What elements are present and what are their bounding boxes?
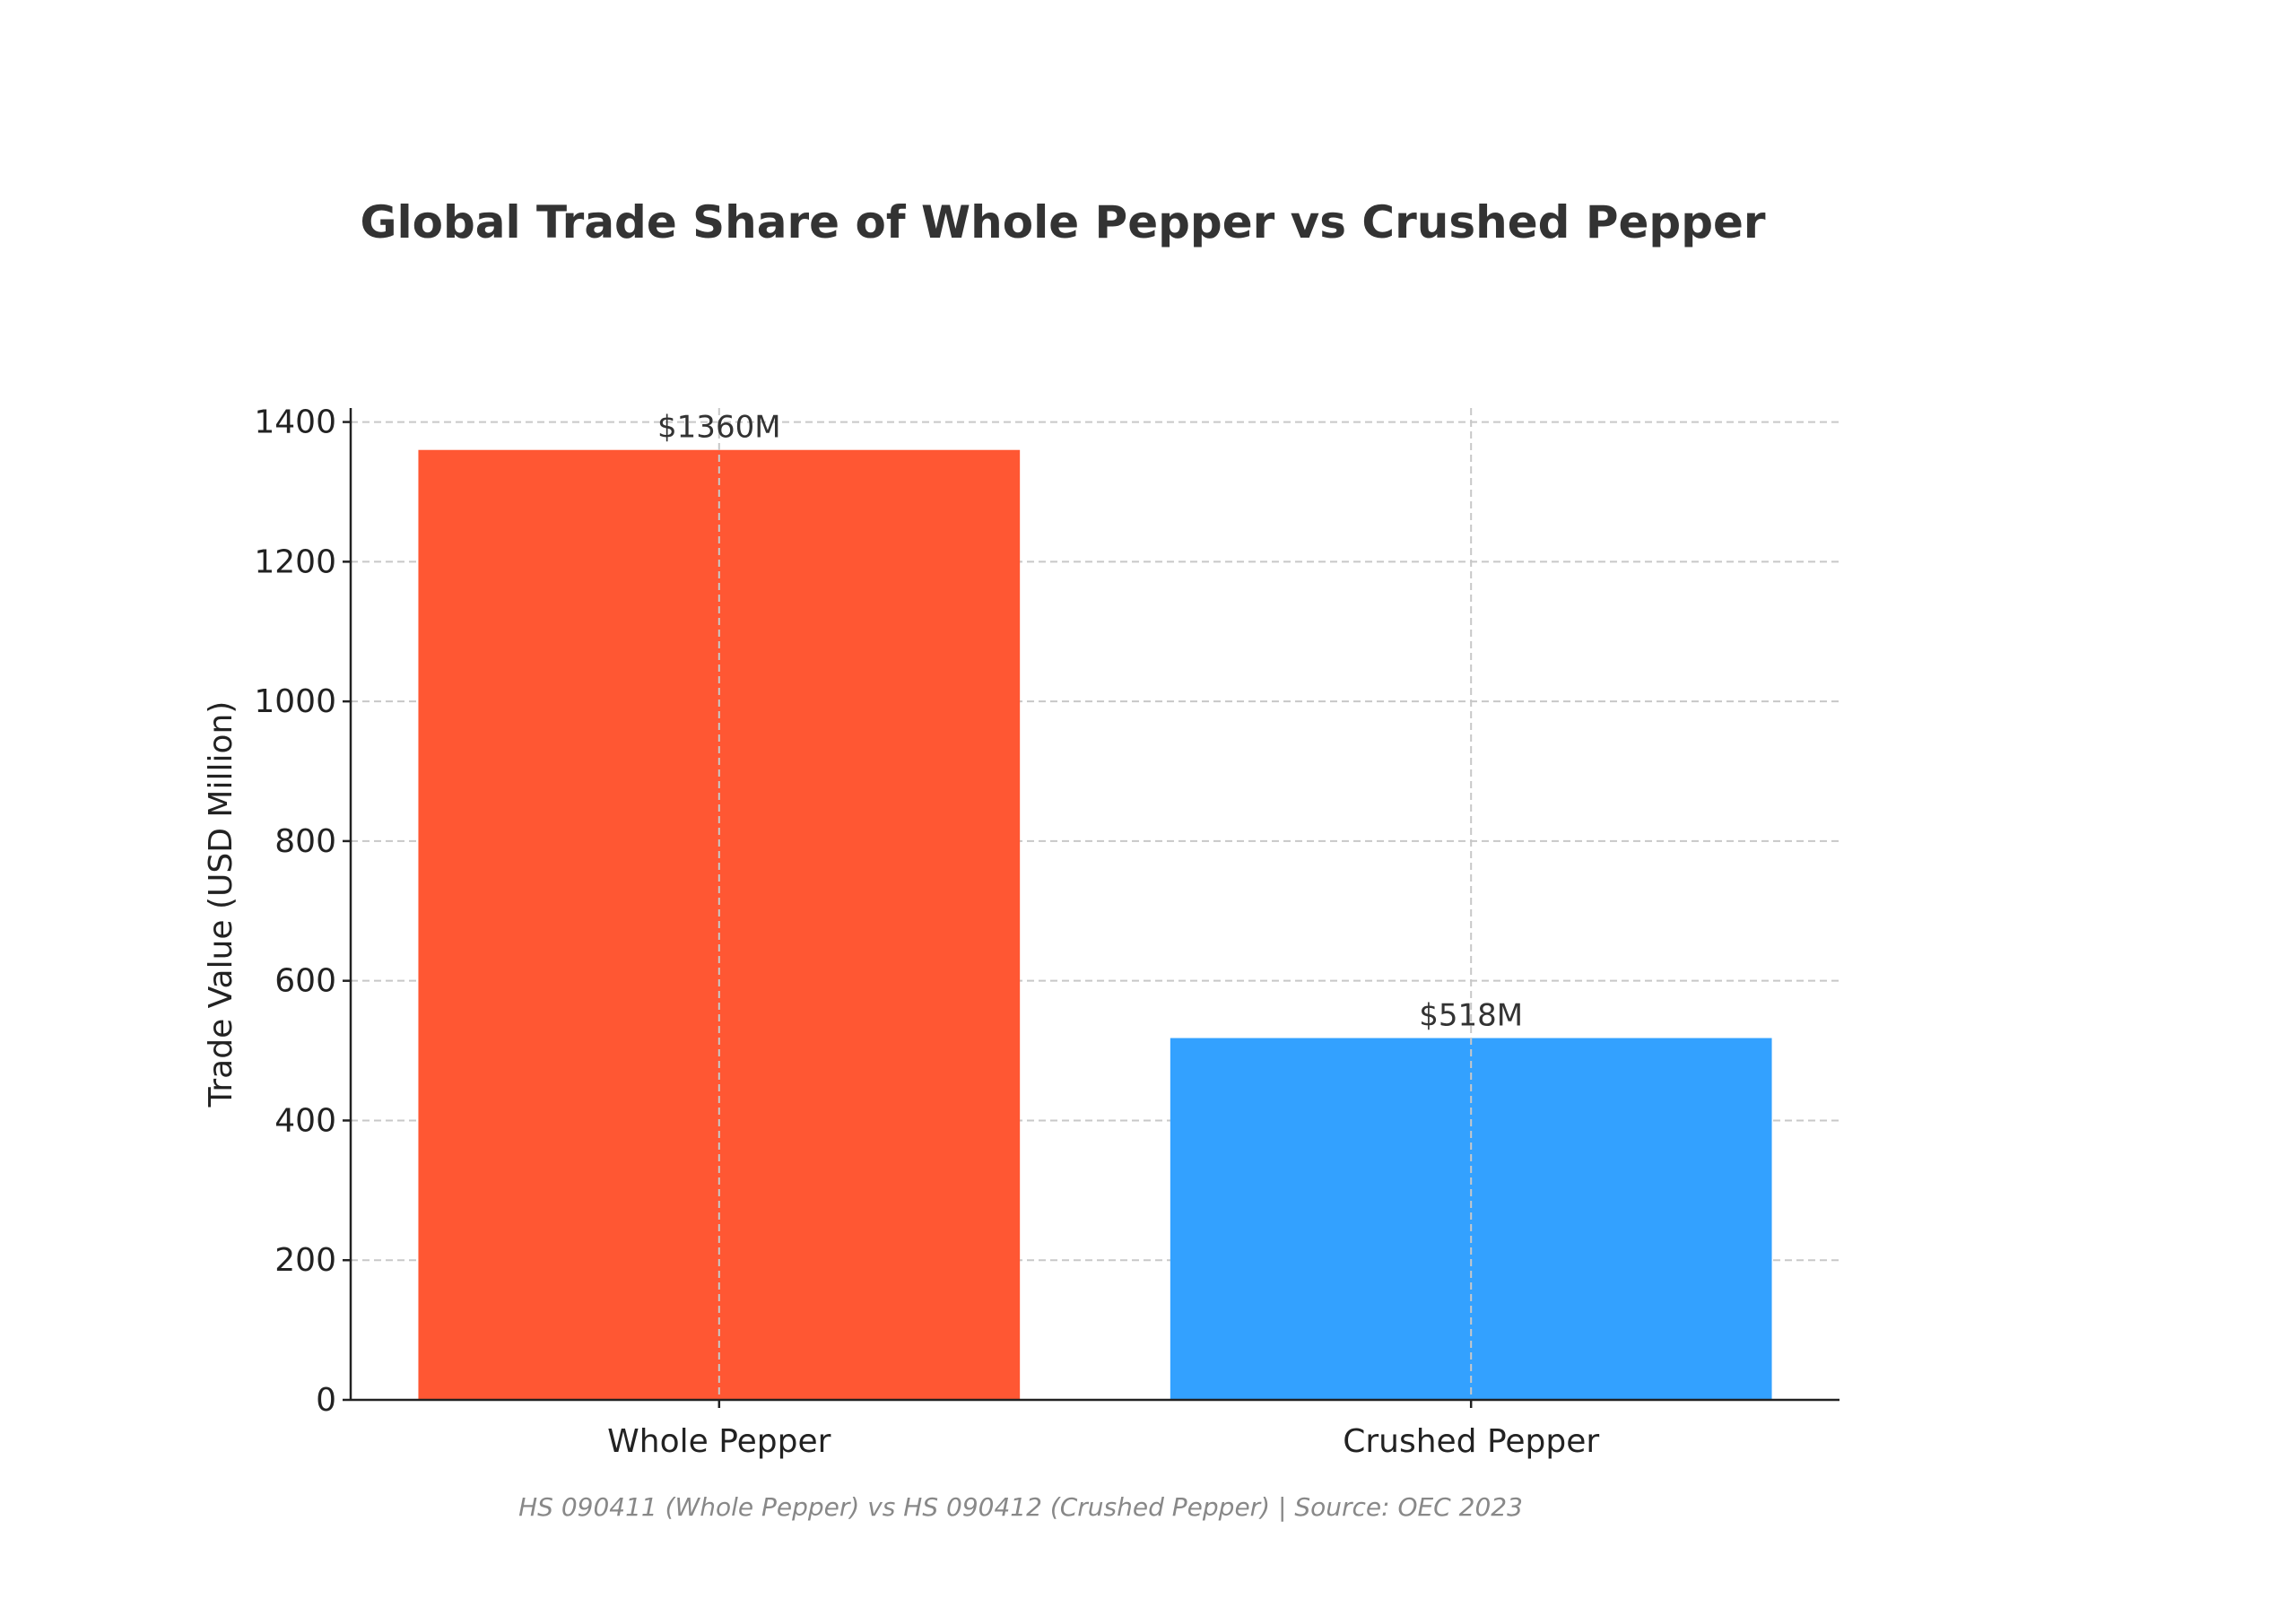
y-tick-label: 600 (274, 963, 336, 1000)
chart-title: Global Trade Share of Whole Pepper vs Cr… (360, 196, 1765, 248)
y-tick-label: 400 (274, 1102, 336, 1139)
labels: 0 200 400 600 800 1000 1200 1400 Whole Pepper $13… (254, 404, 1599, 1460)
y-tick-label: 800 (274, 823, 336, 860)
y-axis-label: Trade Value (USD Million) (203, 701, 239, 1108)
x-tick-label: Crushed Pepper (1343, 1423, 1599, 1460)
x-tick-label: Whole Pepper (607, 1423, 831, 1460)
data-label: $518M (1419, 998, 1523, 1034)
footnote: HS 090411 (Whole Pepper) vs HS 090412 (C… (518, 1492, 1523, 1522)
y-tick-label: 1400 (254, 404, 336, 441)
data-label: $1360M (657, 410, 781, 446)
bars (418, 449, 1772, 1400)
axes (343, 408, 1839, 1408)
vertical-grid (718, 408, 1473, 1400)
y-tick-label: 1000 (254, 683, 336, 720)
y-tick-label: 200 (274, 1242, 336, 1279)
y-tick-label: 0 (316, 1382, 336, 1419)
y-tick-label: 1200 (254, 543, 336, 580)
